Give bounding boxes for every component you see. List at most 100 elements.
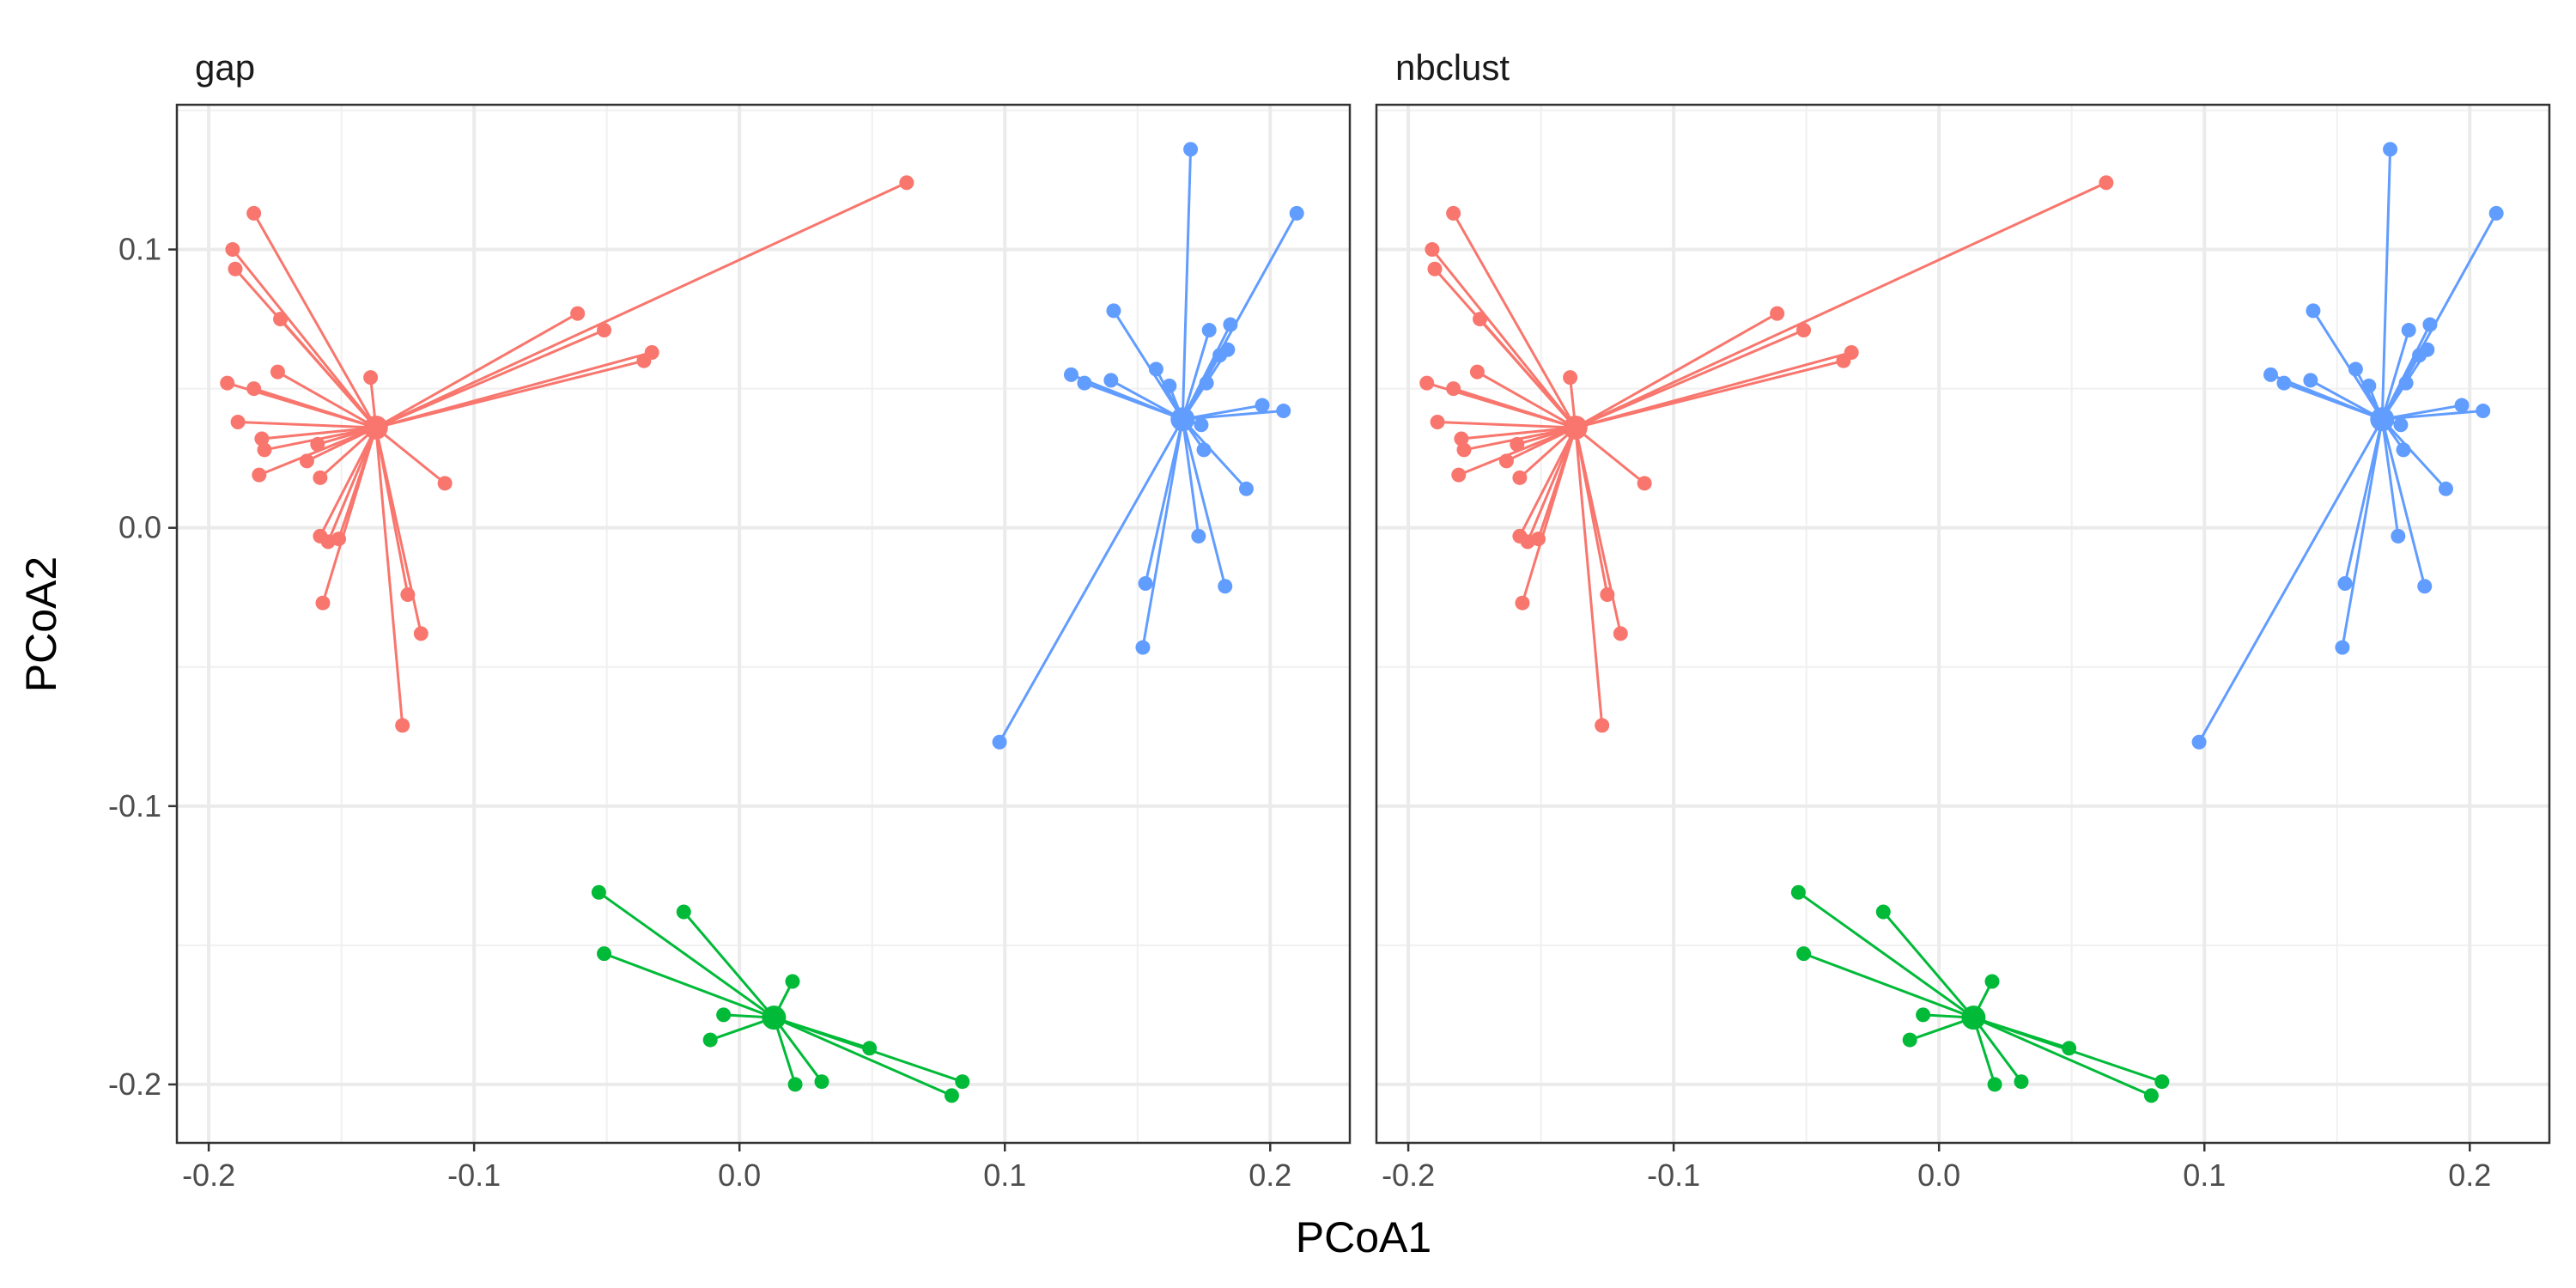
spider-segment [1431, 248, 1577, 428]
data-point [273, 312, 289, 327]
data-point [1427, 261, 1443, 276]
data-point [1103, 373, 1119, 388]
data-point [1199, 375, 1214, 391]
data-point [702, 1032, 718, 1048]
data-point [992, 734, 1007, 750]
data-point [597, 323, 612, 338]
y-tick-label: -0.1 [108, 788, 161, 823]
data-point [2422, 317, 2438, 332]
data-point [331, 532, 347, 547]
spider-segment [773, 1017, 823, 1083]
data-point [1196, 442, 1212, 458]
spider-segment [374, 427, 422, 635]
spider-segment [1453, 387, 1577, 429]
data-point [1138, 576, 1153, 592]
data-point [363, 370, 379, 386]
data-point [1790, 884, 1806, 900]
data-point [1498, 453, 1514, 469]
data-point [1836, 353, 1851, 368]
data-point [1796, 323, 1812, 338]
data-point [2348, 361, 2363, 377]
data-point [2396, 442, 2411, 458]
spider-segment [1476, 370, 1577, 429]
data-point [1077, 375, 1092, 391]
data-point [676, 904, 691, 920]
data-point [1255, 398, 1270, 413]
data-point [225, 242, 240, 258]
data-point [1419, 375, 1435, 391]
spider-segment [321, 427, 378, 604]
x-tick-label: -0.2 [182, 1157, 235, 1193]
data-point [1430, 415, 1445, 430]
x-tick-label: 0.1 [983, 1157, 1026, 1193]
grid-lines [1376, 105, 2549, 1143]
spider-segment [1575, 329, 1805, 429]
panel-border [1375, 103, 2551, 1145]
data-point [1984, 974, 2000, 989]
spider-segment [1181, 149, 1193, 420]
panel-border [175, 103, 1352, 1145]
data-point [299, 453, 314, 469]
data-point [228, 261, 243, 276]
spider-segment [1797, 891, 1975, 1019]
data-point [2361, 378, 2377, 393]
spider-segment [2312, 310, 2384, 421]
spider-segment [683, 910, 775, 1019]
spider-segment [1181, 330, 1211, 420]
data-point [1473, 312, 1488, 327]
centroids [363, 407, 1195, 1030]
data-point [1916, 1007, 1931, 1023]
data-point [2191, 734, 2207, 750]
spider-segment [998, 418, 1184, 743]
y-tick-label: 0.0 [118, 510, 161, 545]
data-point [636, 353, 652, 368]
spider-segment [375, 312, 579, 429]
data-point [597, 946, 612, 962]
data-point [1531, 532, 1546, 547]
y-tick-label: -0.2 [108, 1066, 161, 1102]
cluster-centroid [762, 1005, 787, 1030]
x-tick-label: 0.1 [2183, 1157, 2226, 1193]
data-point [437, 476, 453, 491]
spider-segment [1181, 418, 1227, 587]
data-point [1469, 364, 1485, 380]
cluster-centroid [363, 415, 388, 440]
data-point [2014, 1074, 2029, 1090]
data-point [716, 1007, 732, 1023]
cluster-centroid [1170, 407, 1195, 432]
spider-segment [2283, 381, 2383, 421]
data-point [2417, 579, 2433, 594]
spider-segment [252, 212, 378, 428]
data-point [1191, 528, 1206, 544]
cluster-centroid [1563, 415, 1588, 440]
data-point [1637, 476, 1652, 491]
x-tick-label: -0.1 [1647, 1157, 1700, 1193]
spider-segment [326, 427, 378, 543]
data-point [2154, 1074, 2170, 1090]
data-point [1515, 595, 1530, 611]
spider-segment [1452, 212, 1577, 428]
data-point [591, 884, 606, 900]
data-point [2143, 1088, 2159, 1103]
data-point [1201, 323, 1217, 338]
data-point [1194, 417, 1209, 433]
spider-segment [231, 248, 377, 428]
spider-segment [1526, 427, 1577, 543]
spider-segment [2380, 149, 2392, 420]
data-point [315, 595, 331, 611]
spider-segment [2341, 419, 2384, 648]
facet-panel-nbclust: nbclust -0.2 -0.1 0.0 0.1 0.2 [1375, 47, 2551, 1193]
data-point [2393, 417, 2409, 433]
x-axis-ticks: -0.2 -0.1 0.0 0.1 0.2 [182, 1143, 1291, 1193]
cluster-centroid [2370, 407, 2395, 432]
data-point [1218, 579, 1233, 594]
spider-segment [2310, 379, 2384, 421]
data-point [230, 415, 246, 430]
data-point [2412, 348, 2427, 363]
data-point [1212, 348, 1228, 363]
x-axis-ticks: -0.2 -0.1 0.0 0.1 0.2 [1382, 1143, 2491, 1193]
data-point [1106, 303, 1121, 319]
data-point [310, 436, 325, 452]
data-point [1563, 370, 1578, 386]
